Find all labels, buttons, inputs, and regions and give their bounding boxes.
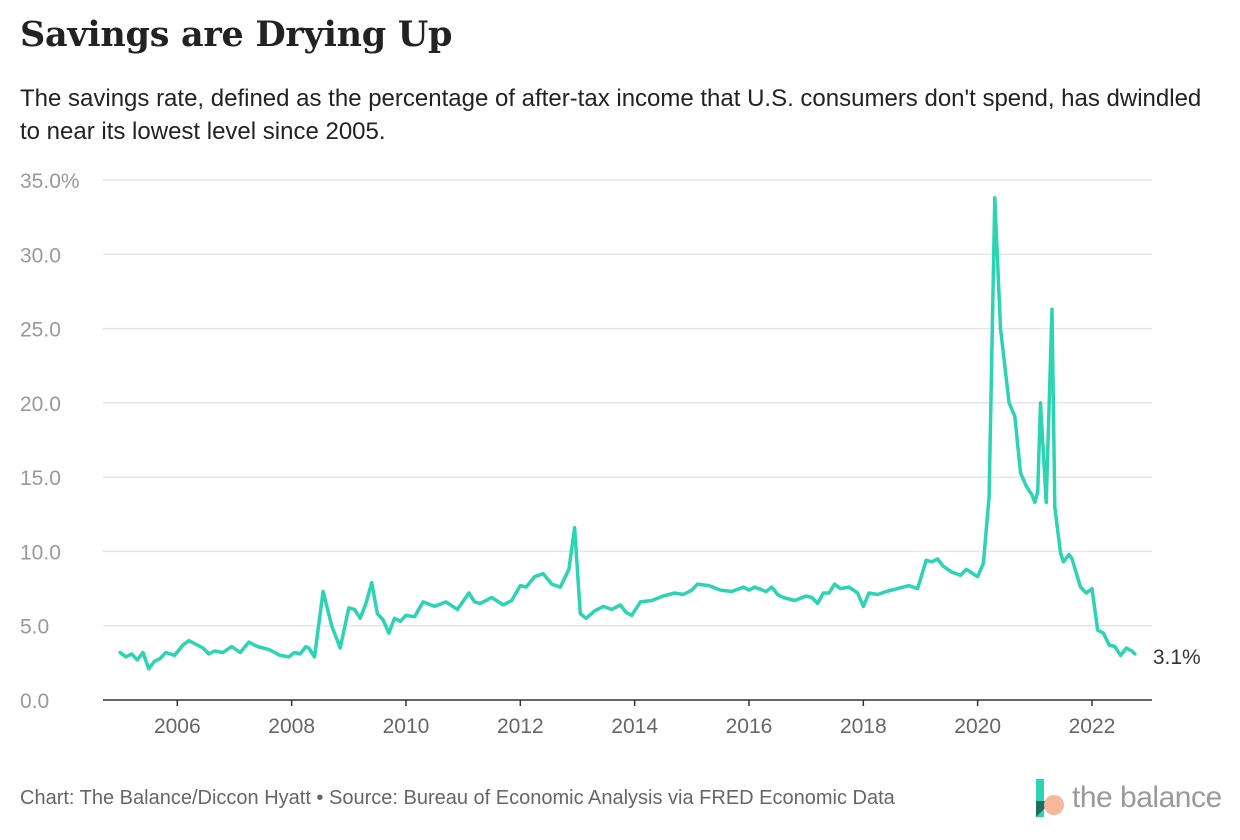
- chart-subtitle: The savings rate, defined as the percent…: [20, 85, 1202, 145]
- x-tick-label: 2014: [611, 715, 658, 738]
- y-tick-label: 10.0: [20, 541, 61, 564]
- chart-title: Savings are Drying Up: [20, 14, 453, 55]
- source-credit: Chart: The Balance/Diccon Hyatt • Source…: [20, 787, 895, 809]
- x-tick-label: 2016: [726, 715, 773, 738]
- y-tick-label: 35.0%: [20, 170, 80, 193]
- y-tick-label: 30.0: [20, 244, 61, 267]
- logo-mark-icon: [1036, 779, 1064, 817]
- x-tick-label: 2010: [383, 715, 430, 738]
- x-tick-label: 2018: [840, 715, 887, 738]
- y-tick-label: 5.0: [20, 616, 49, 639]
- y-tick-label: 15.0: [20, 467, 61, 490]
- savings-rate-line: [118, 196, 1137, 671]
- x-tick-label: 2006: [154, 715, 201, 738]
- y-tick-label: 20.0: [20, 393, 61, 416]
- x-tick-label: 2012: [497, 715, 544, 738]
- logo-text: the balance: [1072, 781, 1222, 814]
- grid-lines: [103, 179, 1152, 627]
- y-tick-label: 0.0: [20, 690, 49, 713]
- end-value-label: 3.1%: [1153, 646, 1201, 669]
- y-axis-ticks: 0.0 5.0 10.0 15.0 20.0 25.0 30.0 35.0%: [20, 170, 80, 713]
- the-balance-logo: the balance: [1036, 778, 1222, 818]
- x-tick-label: 2022: [1069, 715, 1116, 738]
- line-chart: 0.0 5.0 10.0 15.0 20.0 25.0 30.0 35.0% 2006 2008…: [20, 170, 1201, 738]
- y-tick-label: 25.0: [20, 319, 61, 342]
- x-tick-label: 2008: [268, 715, 315, 738]
- x-axis-ticks: 2006 2008 2010 2012 2014 2016 2018 2020 2022: [154, 700, 1115, 738]
- x-tick-label: 2020: [954, 715, 1001, 738]
